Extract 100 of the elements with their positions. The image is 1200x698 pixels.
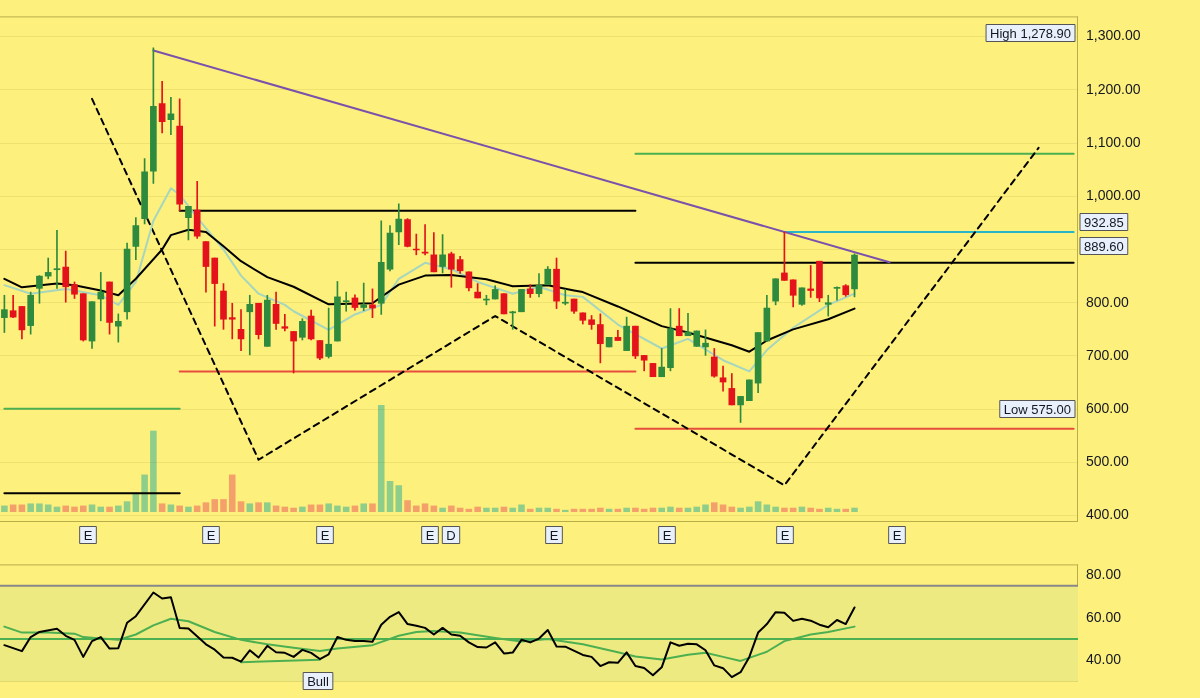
text: 932.85 <box>1084 214 1124 230</box>
candlestick <box>114 313 122 343</box>
bar <box>228 474 236 512</box>
bar <box>106 506 113 512</box>
bar <box>807 507 814 512</box>
candlestick <box>360 282 368 312</box>
candlestick <box>421 224 429 256</box>
bar <box>483 507 490 512</box>
y-tick-label: 1,200.00 <box>1086 80 1141 97</box>
bar <box>158 503 166 512</box>
y-tick-label: 600.00 <box>1086 400 1130 417</box>
text: E <box>206 527 216 543</box>
text: E <box>892 527 902 543</box>
bar <box>772 506 779 512</box>
text: E <box>320 527 330 543</box>
y-tick-label: 1,300.00 <box>1086 27 1141 44</box>
candlestick <box>342 291 350 312</box>
candlestick <box>509 310 517 330</box>
bar <box>123 501 131 512</box>
bar <box>299 506 306 512</box>
candlestick <box>281 314 289 332</box>
text: E <box>425 527 435 543</box>
candlestick <box>807 265 815 298</box>
annotation: Low 575.00 <box>1003 401 1072 417</box>
candlestick <box>246 294 254 356</box>
y-tick-label: 60.00 <box>1086 608 1122 625</box>
bar <box>176 505 183 512</box>
bar <box>658 507 665 512</box>
bar <box>115 505 122 512</box>
annotation: Bull <box>307 673 329 689</box>
text: E <box>83 527 93 543</box>
bar <box>290 507 297 512</box>
bar <box>693 506 701 512</box>
bar <box>150 430 157 512</box>
bar <box>421 503 429 512</box>
y-tick-label: 500.00 <box>1086 453 1130 470</box>
bar <box>553 508 560 512</box>
bar <box>509 507 516 512</box>
y-tick-label: 1,100.00 <box>1086 133 1141 150</box>
text: E <box>662 527 672 543</box>
y-tick-label: 40.00 <box>1086 651 1122 668</box>
bar <box>632 507 639 512</box>
bar <box>562 509 569 512</box>
bar <box>544 507 552 512</box>
bar <box>588 508 595 512</box>
text: E <box>780 527 790 543</box>
bar <box>360 503 367 512</box>
bar <box>448 505 455 512</box>
candlestick <box>228 302 236 340</box>
y-tick-label: 80.00 <box>1086 565 1122 582</box>
bar <box>623 507 630 512</box>
bar <box>202 502 210 512</box>
bar <box>404 500 411 512</box>
bar <box>386 480 394 512</box>
bar <box>185 506 192 512</box>
bar <box>36 503 43 512</box>
bar <box>413 505 420 512</box>
bar <box>824 507 832 512</box>
bar <box>246 503 254 512</box>
y-tick-label: 800.00 <box>1086 293 1130 310</box>
candlestick <box>53 230 61 289</box>
bar <box>255 502 262 512</box>
bar <box>746 506 753 512</box>
bar <box>220 499 227 512</box>
bar <box>377 405 385 512</box>
bar <box>141 474 148 512</box>
annotation: High 1,278.90 <box>990 25 1071 41</box>
bar <box>71 506 78 512</box>
bar <box>711 502 718 512</box>
bar <box>27 503 34 512</box>
bar <box>781 507 788 512</box>
bar <box>395 485 403 512</box>
bar <box>737 507 744 512</box>
bar <box>211 499 219 512</box>
bar <box>369 503 376 512</box>
bar <box>439 507 446 512</box>
candlestick <box>44 257 52 280</box>
bar <box>334 505 341 512</box>
candlestick <box>719 365 727 392</box>
bar <box>62 505 70 512</box>
candlestick <box>561 289 569 306</box>
bar <box>518 504 525 512</box>
candlestick <box>833 286 841 301</box>
y-tick-label: 1,000.00 <box>1086 187 1141 204</box>
bar <box>1 505 8 512</box>
text: E <box>549 527 559 543</box>
bar <box>667 506 674 512</box>
bar <box>474 506 481 512</box>
bar <box>79 505 87 512</box>
bar <box>675 507 683 512</box>
bar <box>237 501 245 512</box>
bar <box>851 507 858 512</box>
candlestick <box>824 294 832 317</box>
bar <box>816 508 823 512</box>
bar <box>526 508 534 512</box>
bar <box>264 502 271 512</box>
bar <box>754 501 762 512</box>
text: 889.60 <box>1084 238 1124 254</box>
candlestick <box>97 272 105 322</box>
text: D <box>446 527 456 543</box>
